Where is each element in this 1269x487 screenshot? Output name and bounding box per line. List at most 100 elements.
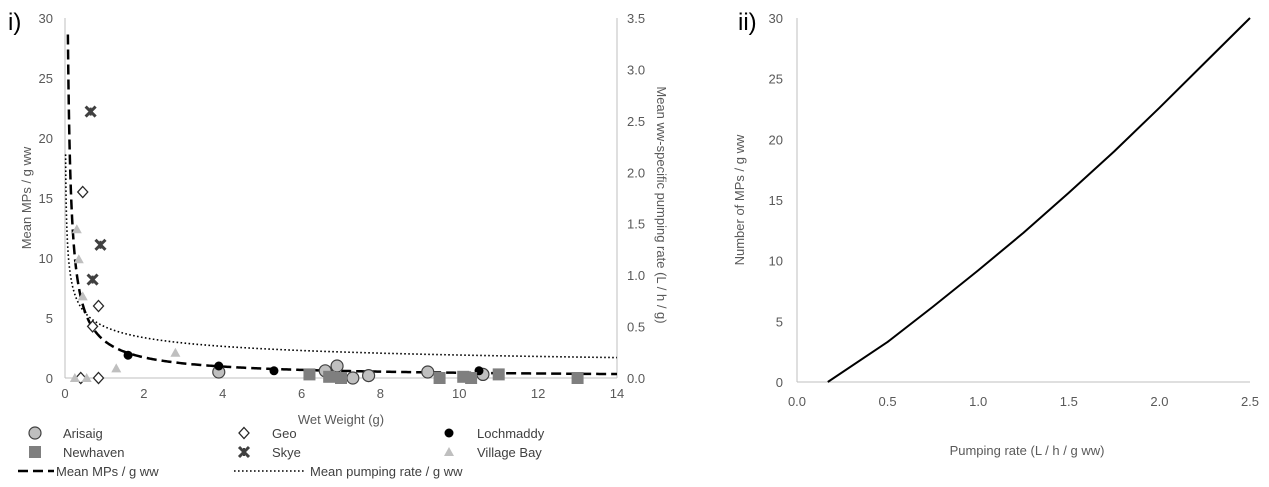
line-series: [827, 17, 1251, 383]
geo-point: [92, 371, 105, 385]
skye-point: [94, 238, 107, 251]
legend-marker: [237, 445, 251, 459]
mean-pumping-rate-g-ww-curve: [64, 154, 618, 359]
y-tick-label: 25: [39, 71, 53, 86]
legend-item-newhaven: Newhaven: [29, 445, 124, 460]
legend-label: Mean pumping rate / g ww: [310, 464, 463, 479]
y-tick-label: 15: [769, 193, 783, 208]
x-tick-label: 0.0: [788, 394, 806, 409]
village-bay-point: [77, 291, 88, 301]
legend-item-arisaig: Arisaig: [28, 426, 103, 441]
legend-item-mean-pumping-rate-g-ww: Mean pumping rate / g ww: [234, 464, 463, 479]
series-line: [827, 17, 1251, 383]
village-bay-point: [73, 254, 84, 264]
x-axis-label: Pumping rate (L / h / g ww): [950, 443, 1105, 458]
arisaig-point: [421, 365, 435, 379]
x-tick-label: 4: [219, 386, 226, 401]
y-tick-label: 5: [46, 311, 53, 326]
data-points: [69, 105, 584, 385]
legend-marker: [29, 446, 41, 458]
skye-point: [86, 273, 99, 286]
lochmaddy-point: [214, 361, 224, 371]
legend-label: Newhaven: [63, 445, 124, 460]
y2-tick-label: 2.0: [627, 165, 645, 180]
x-tick-label: 2: [140, 386, 147, 401]
y2-tick-label: 0.5: [627, 320, 645, 335]
x-tick-label: 2.0: [1150, 394, 1168, 409]
y-tick-labels: 0 5 10 15 20 25 30: [39, 11, 53, 386]
y2-tick-label: 1.0: [627, 268, 645, 283]
x-tick-label: 10: [452, 386, 466, 401]
legend-label: Lochmaddy: [477, 426, 545, 441]
mean-mps-g-ww-curve: [66, 34, 618, 376]
y-tick-label: 25: [769, 72, 783, 87]
x-axis-label: Wet Weight (g): [298, 412, 384, 427]
newhaven-point: [433, 372, 446, 384]
geo-point: [76, 185, 89, 199]
geo-point: [92, 299, 105, 313]
legend-label: Village Bay: [477, 445, 542, 460]
y2-tick-label: 2.5: [627, 114, 645, 129]
x-tick-label: 6: [298, 386, 305, 401]
x-tick-labels: 0 2 4 6 8 10 12 14: [61, 386, 624, 401]
panel-ii-label: ii): [738, 9, 757, 36]
legend-marker: [444, 447, 454, 456]
x-tick-label: 0.5: [879, 394, 897, 409]
legend-label: Arisaig: [63, 426, 103, 441]
newhaven-point: [303, 368, 316, 381]
y-axis-label: Mean MPs / g ww: [19, 146, 34, 249]
x-tick-labels: 0.0 0.5 1.0 1.5 2.0 2.5: [788, 394, 1259, 409]
village-bay-point: [111, 363, 122, 373]
panel-i-label: i): [8, 9, 21, 36]
y2-tick-label: 3.0: [627, 62, 645, 77]
y-tick-label: 0: [46, 371, 53, 386]
legend-item-lochmaddy: Lochmaddy: [444, 426, 545, 441]
y2-tick-label: 3.5: [627, 11, 645, 26]
y-tick-label: 30: [39, 11, 53, 26]
x-tick-label: 0: [61, 386, 68, 401]
y-tick-label: 10: [39, 251, 53, 266]
legend-item-geo: Geo: [238, 426, 297, 441]
village-bay-point: [71, 224, 82, 234]
y-tick-label: 5: [776, 314, 783, 329]
y-axis-label: Number of MPs / g ww: [732, 134, 747, 265]
y-tick-label: 15: [39, 191, 53, 206]
fitted-curves: [64, 34, 618, 376]
arisaig-point: [362, 369, 376, 383]
x-tick-label: 8: [377, 386, 384, 401]
legend-marker: [444, 428, 454, 438]
geo-series: [74, 185, 105, 385]
legend-item-mean-mps-g-ww: Mean MPs / g ww: [18, 464, 159, 479]
y-tick-label: 10: [769, 254, 783, 269]
legend-label: Geo: [272, 426, 297, 441]
legend-label: Mean MPs / g ww: [56, 464, 159, 479]
legend: Arisaig Geo Lochmaddy Newhaven Skye Village B…: [18, 426, 545, 479]
newhaven-point: [465, 372, 478, 384]
lochmaddy-point: [269, 366, 279, 376]
newhaven-point: [323, 370, 336, 383]
lochmaddy-point: [123, 350, 133, 360]
y-tick-label: 20: [769, 132, 783, 147]
legend-item-village-bay: Village Bay: [444, 445, 542, 460]
village-bay-series: [69, 224, 181, 382]
skye-series: [84, 105, 107, 286]
village-bay-point: [170, 347, 181, 357]
arisaig-point: [346, 371, 360, 385]
legend-item-skye: Skye: [237, 445, 301, 460]
newhaven-series: [303, 368, 584, 384]
village-bay-point: [81, 373, 92, 382]
y-tick-label: 20: [39, 131, 53, 146]
y2-tick-label: 1.5: [627, 217, 645, 232]
panel-i: i) 0 2 4 6 8 10 12 14 0 5 10 15 20 25 30 0.0 0.5 1.0 1.5…: [8, 9, 669, 427]
x-tick-label: 1.0: [969, 394, 987, 409]
newhaven-point: [335, 372, 347, 384]
legend-marker: [238, 426, 250, 440]
legend-label: Skye: [272, 445, 301, 460]
skye-point: [84, 105, 97, 118]
y2-tick-labels: 0.0 0.5 1.0 1.5 2.0 2.5 3.0 3.5: [627, 11, 645, 386]
y-tick-label: 0: [776, 375, 783, 390]
newhaven-point: [571, 372, 584, 384]
arisaig-point: [330, 359, 344, 373]
x-tick-label: 12: [531, 386, 545, 401]
